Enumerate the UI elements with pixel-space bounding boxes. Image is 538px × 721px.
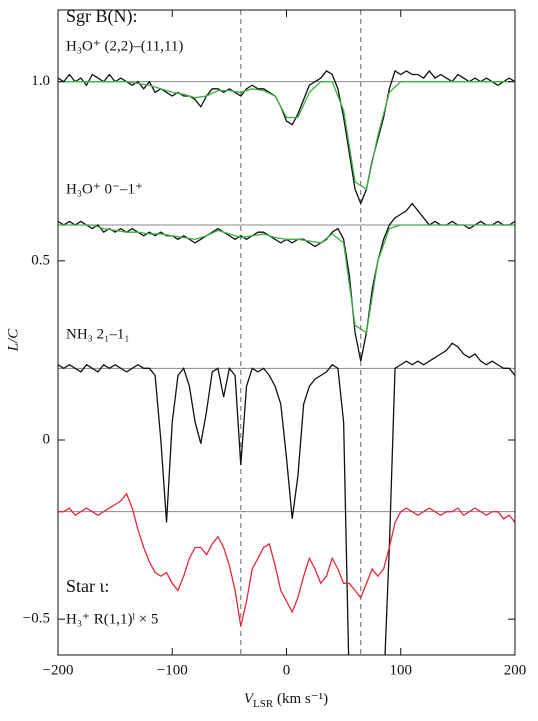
x-tick-label: 100: [390, 662, 413, 678]
x-tick-label: 200: [504, 662, 527, 678]
x-tick-label: −200: [43, 662, 74, 678]
y-tick-label: 1.0: [31, 73, 50, 89]
annotation: H₃O⁺ 0⁻–1⁺: [66, 181, 143, 197]
annotation: H₃O⁺ (2,2)–(11,11): [66, 38, 183, 54]
y-tick-label: 0: [43, 431, 51, 447]
annotation: Sgr B(N):: [66, 6, 138, 27]
plot-area: [58, 10, 515, 655]
x-tick-label: −100: [157, 662, 188, 678]
spectrum-line: [58, 342, 515, 655]
x-label-rest: (km s⁻¹): [273, 691, 328, 707]
annotation: NH₃ 2₁–1₁: [66, 326, 130, 342]
spectrum-line: [58, 224, 515, 334]
x-label-main: V: [244, 691, 255, 707]
y-axis-label: L/C: [5, 328, 21, 353]
spectrum-line: [58, 69, 515, 206]
x-label-sub: LSR: [253, 698, 274, 710]
annotation: H₃⁺ R(1,1)ˡ × 5: [66, 611, 158, 627]
spectrum-line: [58, 81, 515, 191]
x-tick-label: 0: [283, 662, 291, 678]
spectrum-line: [58, 492, 515, 627]
x-axis-label: VLSR (km s⁻¹): [244, 691, 328, 709]
annotation: Star ι:: [66, 576, 109, 596]
y-tick-label: −0.5: [23, 611, 50, 627]
y-tick-label: 0.5: [31, 252, 50, 268]
